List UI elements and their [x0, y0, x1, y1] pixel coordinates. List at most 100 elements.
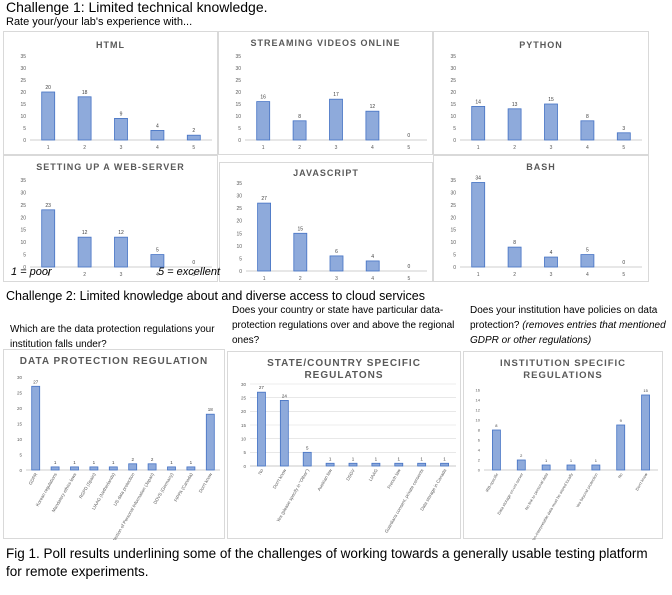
- x-tick-label: 4: [156, 145, 159, 151]
- bar: [365, 110, 380, 141]
- x-tick-label: 5: [407, 145, 410, 151]
- bar: [89, 466, 99, 471]
- y-tick-label: 15: [236, 231, 242, 237]
- data-label: 6: [335, 249, 338, 255]
- data-label: 0: [622, 260, 625, 266]
- chart-title-state: STATE/COUNTRY SPECIFIC REGULATONS: [267, 358, 421, 381]
- data-label: 24: [282, 393, 288, 398]
- y-tick-label: 20: [17, 406, 23, 411]
- bar: [566, 464, 576, 471]
- bar: [257, 202, 271, 272]
- data-label: 1: [112, 460, 115, 465]
- x-tick-label: 4: [371, 276, 374, 282]
- y-tick-label: 16: [476, 388, 481, 393]
- bar: [492, 429, 501, 471]
- data-label: 13: [512, 102, 518, 108]
- y-tick-label: 25: [20, 203, 26, 209]
- x-tick-label: 5: [192, 145, 195, 151]
- data-label: 20: [45, 85, 51, 91]
- bar: [591, 464, 601, 471]
- data-label: 15: [298, 226, 304, 232]
- y-tick-label: 0: [23, 138, 26, 144]
- bar: [544, 103, 558, 141]
- data-label: 4: [156, 123, 159, 129]
- data-label: 8: [298, 114, 301, 120]
- data-label: 1: [329, 456, 332, 461]
- y-tick-label: 30: [20, 190, 26, 196]
- data-label: 8: [513, 240, 516, 246]
- y-tick-label: 35: [235, 54, 241, 60]
- data-label: 2: [151, 457, 154, 462]
- bar: [302, 451, 312, 467]
- question-institution-note: (removes entries that mentioned GDPR or …: [470, 320, 666, 346]
- x-tick-label: 1: [262, 145, 265, 151]
- y-tick-label: 0: [453, 138, 456, 144]
- panel-javascript: JAVASCRIPT 0 5 10 15 20 25 30 35 27 1 15 2 6 3 4 4 0 5: [219, 162, 433, 282]
- chart-title-streaming: STREAMING VIDEOS ONLINE: [250, 38, 401, 48]
- y-tick-label: 25: [17, 390, 23, 395]
- x-tick-label: 2: [83, 145, 86, 151]
- x-tick-label: Non-interpretable data must be stored lo…: [530, 472, 574, 540]
- question-country-regulations: Does your country or state have particul…: [232, 305, 455, 346]
- bar: [329, 98, 343, 141]
- data-label: 1: [443, 456, 446, 461]
- data-label: 27: [259, 385, 265, 390]
- bar: [186, 134, 201, 141]
- y-tick-label: 0: [238, 138, 241, 144]
- y-tick-label: 6: [478, 438, 481, 443]
- data-label: 4: [550, 250, 553, 256]
- y-tick-label: 0: [239, 269, 242, 275]
- y-tick-label: 10: [235, 114, 241, 120]
- y-tick-label: 0: [23, 265, 26, 271]
- bar: [150, 254, 165, 268]
- y-tick-label: 20: [241, 409, 247, 414]
- bar: [77, 96, 92, 141]
- bar: [31, 385, 41, 471]
- y-tick-label: 5: [23, 253, 26, 259]
- y-tick-label: 0: [478, 468, 481, 473]
- bar: [114, 118, 128, 141]
- y-tick-label: 30: [236, 194, 242, 200]
- bar: [128, 463, 138, 471]
- panel-dpr: DATA PROTECTION REGULATION 0 5 10 15 20 25 30 2…: [3, 349, 225, 540]
- y-tick-label: 35: [236, 181, 242, 187]
- x-tick-label: 4: [586, 145, 589, 151]
- bar: [167, 466, 176, 471]
- data-label: 9: [620, 418, 623, 423]
- bar: [417, 462, 427, 467]
- y-tick-label: 25: [235, 78, 241, 84]
- x-tick-label: GDPR: [28, 471, 39, 485]
- x-tick-label: 5: [192, 272, 195, 278]
- x-tick-label: 3: [120, 272, 123, 278]
- panel-streaming: STREAMING VIDEOS ONLINE 0 5 10 15 20 25 30 35 16…: [218, 31, 433, 155]
- x-tick-label: Don't know: [634, 472, 648, 492]
- data-label: 12: [370, 104, 376, 110]
- chart-institution: 0 2 4 6 8 10 12 14 16 8 IRB-specific 2 Data storage …: [476, 388, 658, 540]
- bar: [616, 424, 626, 471]
- data-label: 18: [208, 407, 214, 412]
- panel-html: HTML 0 5 10 15 20 25 30 35 20 1 18 2 9 3 4 4 2 5: [3, 31, 218, 155]
- y-tick-label: 35: [450, 178, 456, 184]
- y-tick-label: 5: [239, 256, 242, 262]
- x-tick-label: 1: [477, 272, 480, 278]
- data-label: 27: [261, 196, 267, 202]
- y-tick-label: 14: [476, 398, 481, 403]
- bar: [371, 462, 381, 467]
- chart-title-python: PYTHON: [519, 40, 563, 50]
- y-tick-label: 15: [235, 102, 241, 108]
- x-tick-label: Guardians consent, private consents: [384, 467, 425, 533]
- y-tick-label: 5: [23, 126, 26, 132]
- question-institution-policies: Does your institution have policies on d…: [470, 303, 670, 348]
- chart-title-bash: BASH: [526, 162, 556, 172]
- bar: [147, 463, 157, 471]
- bar: [471, 106, 486, 141]
- y-tick-label: 20: [20, 90, 26, 96]
- y-tick-label: 10: [450, 114, 456, 120]
- y-tick-label: 15: [450, 102, 456, 108]
- data-label: 1: [54, 460, 57, 465]
- bar: [329, 255, 344, 272]
